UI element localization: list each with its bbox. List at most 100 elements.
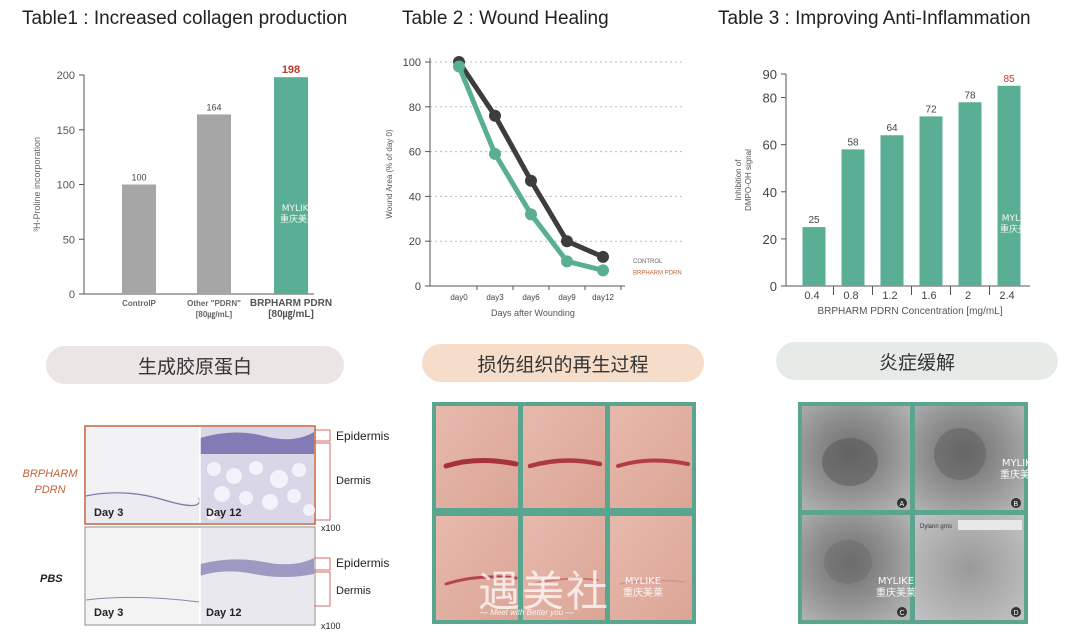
- mylike-watermark-1: MYLIKE 重庆美莱: [280, 204, 316, 226]
- y-tick-label: 40: [409, 191, 421, 203]
- y-tick-label: 0: [770, 279, 777, 294]
- y-tick-label: 60: [409, 147, 421, 159]
- brand-watermark: 遇美社: [478, 567, 611, 616]
- bar-value-label: 58: [847, 137, 859, 148]
- day12-label-bottom: Day 12: [206, 607, 241, 619]
- epidermis-label-bottom: Epidermis: [336, 556, 389, 570]
- x-tick-label: 1.2: [882, 290, 897, 302]
- y-tick-label: 20: [409, 236, 421, 248]
- wound-photo-4: [436, 516, 518, 620]
- x-tick-label: day9: [558, 293, 576, 302]
- histology-frame-top: [84, 425, 316, 525]
- y-tick-label: 0: [69, 289, 75, 301]
- photo-letter-badges: A B C D: [897, 498, 1021, 617]
- mylike-brand-5: MYLIKE: [624, 576, 662, 587]
- series-point-1: [525, 208, 537, 221]
- y-tick-label: 100: [403, 57, 421, 69]
- wound-mark-6: [619, 579, 685, 585]
- x-tick-label: day0: [450, 293, 468, 302]
- inflammation-photo-d: [915, 515, 1024, 620]
- x-tick-label: 1.6: [921, 290, 936, 302]
- ruler-text: Dylann grns: [920, 524, 952, 530]
- mylike-watermark-2: MYLIKE 重庆美莱: [1000, 214, 1036, 236]
- series-point-1: [453, 60, 465, 73]
- category-label: Other "PDRN": [187, 299, 241, 308]
- bar-2: [880, 135, 904, 286]
- inflammation-photo-c: [802, 515, 910, 620]
- mylike-brand-1: MYLIKE: [281, 204, 315, 214]
- mylike-watermark-4: MYLIKE 重庆美莱: [876, 576, 916, 600]
- histology-frame-bottom: [84, 526, 316, 626]
- collagen-banner: 生成胶原蛋白: [46, 346, 344, 384]
- y-tick-label: 100: [57, 180, 75, 192]
- ruler: [958, 520, 1022, 530]
- x-tick-label: 2.4: [999, 290, 1014, 302]
- y-tick-label: 60: [763, 138, 777, 153]
- x-tick-label: 2: [965, 290, 971, 302]
- day12-label-top: Day 12: [206, 507, 241, 519]
- wound-photo-2: [523, 406, 605, 508]
- series-line-0: [456, 60, 604, 260]
- wound-mark-4: [444, 575, 518, 586]
- brpharm-row-label: BRPHARM PDRN: [20, 466, 80, 498]
- x-tick-label: 0.8: [843, 290, 858, 302]
- y-tick-label: 200: [57, 70, 75, 82]
- series-point-1: [597, 264, 609, 277]
- collagen-bar-chart: 0 50 100 150 200 ³H-Proline incorporation 100 C…: [32, 64, 332, 320]
- x-axis-label: BRPHARM PDRN Concentration [mg/mL]: [817, 306, 1002, 317]
- row-label-pbs: PBS: [40, 573, 63, 585]
- wound-photo-3: [610, 406, 692, 508]
- wound-banner-text: 损伤组织的再生过程: [477, 353, 649, 376]
- series-point-0: [525, 174, 537, 187]
- y-tick-label: 0: [415, 281, 421, 293]
- wound-photo-grid: 遇美社 — Meet with Better you —: [432, 402, 696, 624]
- tissue-sliver-top: [86, 490, 200, 523]
- y-axis-label: DMPO-OH signal: [744, 149, 753, 211]
- bar-value-label: 85: [1003, 74, 1015, 85]
- wound-photos: [436, 406, 692, 620]
- bar-value-label: 198: [282, 64, 300, 76]
- brand-watermark-sub: — Meet with Better you —: [480, 608, 574, 617]
- mylike-cn-3: 重庆美莱: [1000, 470, 1040, 481]
- bar-1: [841, 149, 865, 286]
- bar-0: [802, 227, 826, 286]
- wound-banner: 损伤组织的再生过程: [422, 344, 704, 382]
- wound-photo-5: [523, 516, 605, 620]
- series-point-0: [489, 109, 501, 122]
- series-point-1: [489, 147, 501, 160]
- legend-control: CONTROL: [633, 259, 663, 265]
- mylike-cn-5: 重庆美莱: [623, 588, 663, 599]
- chart2-title: Table 2 : Wound Healing: [402, 8, 609, 29]
- y-tick-label: 20: [763, 232, 777, 247]
- row-label-brpharm: BRPHARM: [22, 468, 78, 480]
- chart3-title: Table 3 : Improving Anti-Inflammation: [718, 8, 1031, 29]
- x-tick-label: 0.4: [804, 290, 819, 302]
- mylike-brand-3: MYLIKE: [1001, 458, 1039, 469]
- series-point-0: [597, 250, 609, 263]
- bar-2: [274, 77, 308, 294]
- inflammation-banner: 炎症缓解: [776, 342, 1058, 380]
- magnification-top: x100: [321, 523, 341, 533]
- bar-value-label: 100: [131, 173, 146, 183]
- wound-mark-5: [531, 577, 599, 585]
- y-tick-label: 150: [57, 125, 75, 137]
- y-tick-label: 90: [763, 67, 777, 82]
- wound-mark-1: [443, 457, 519, 469]
- y-tick-label: 80: [409, 102, 421, 114]
- chart1-title: Table1 : Increased collagen production: [22, 8, 348, 29]
- bar-0: [122, 184, 156, 294]
- wound-mark-2: [527, 458, 603, 469]
- inflammation-photos: Dylann grns A B C D: [802, 406, 1024, 620]
- bar-value-label: 164: [206, 102, 221, 112]
- bar-5: [997, 85, 1021, 287]
- x-tick-label: day12: [592, 293, 614, 302]
- mylike-cn-1: 重庆美莱: [280, 215, 317, 225]
- letter-d: D: [1014, 610, 1019, 617]
- x-tick-label: day3: [486, 293, 504, 302]
- dermis-label-top: Dermis: [336, 475, 371, 487]
- wound-photo-1: [436, 406, 518, 508]
- series-point-0: [561, 235, 573, 248]
- dermis-label-bottom: Dermis: [336, 585, 371, 597]
- letter-a: A: [900, 501, 905, 508]
- mylike-brand-4: MYLIKE: [877, 576, 915, 587]
